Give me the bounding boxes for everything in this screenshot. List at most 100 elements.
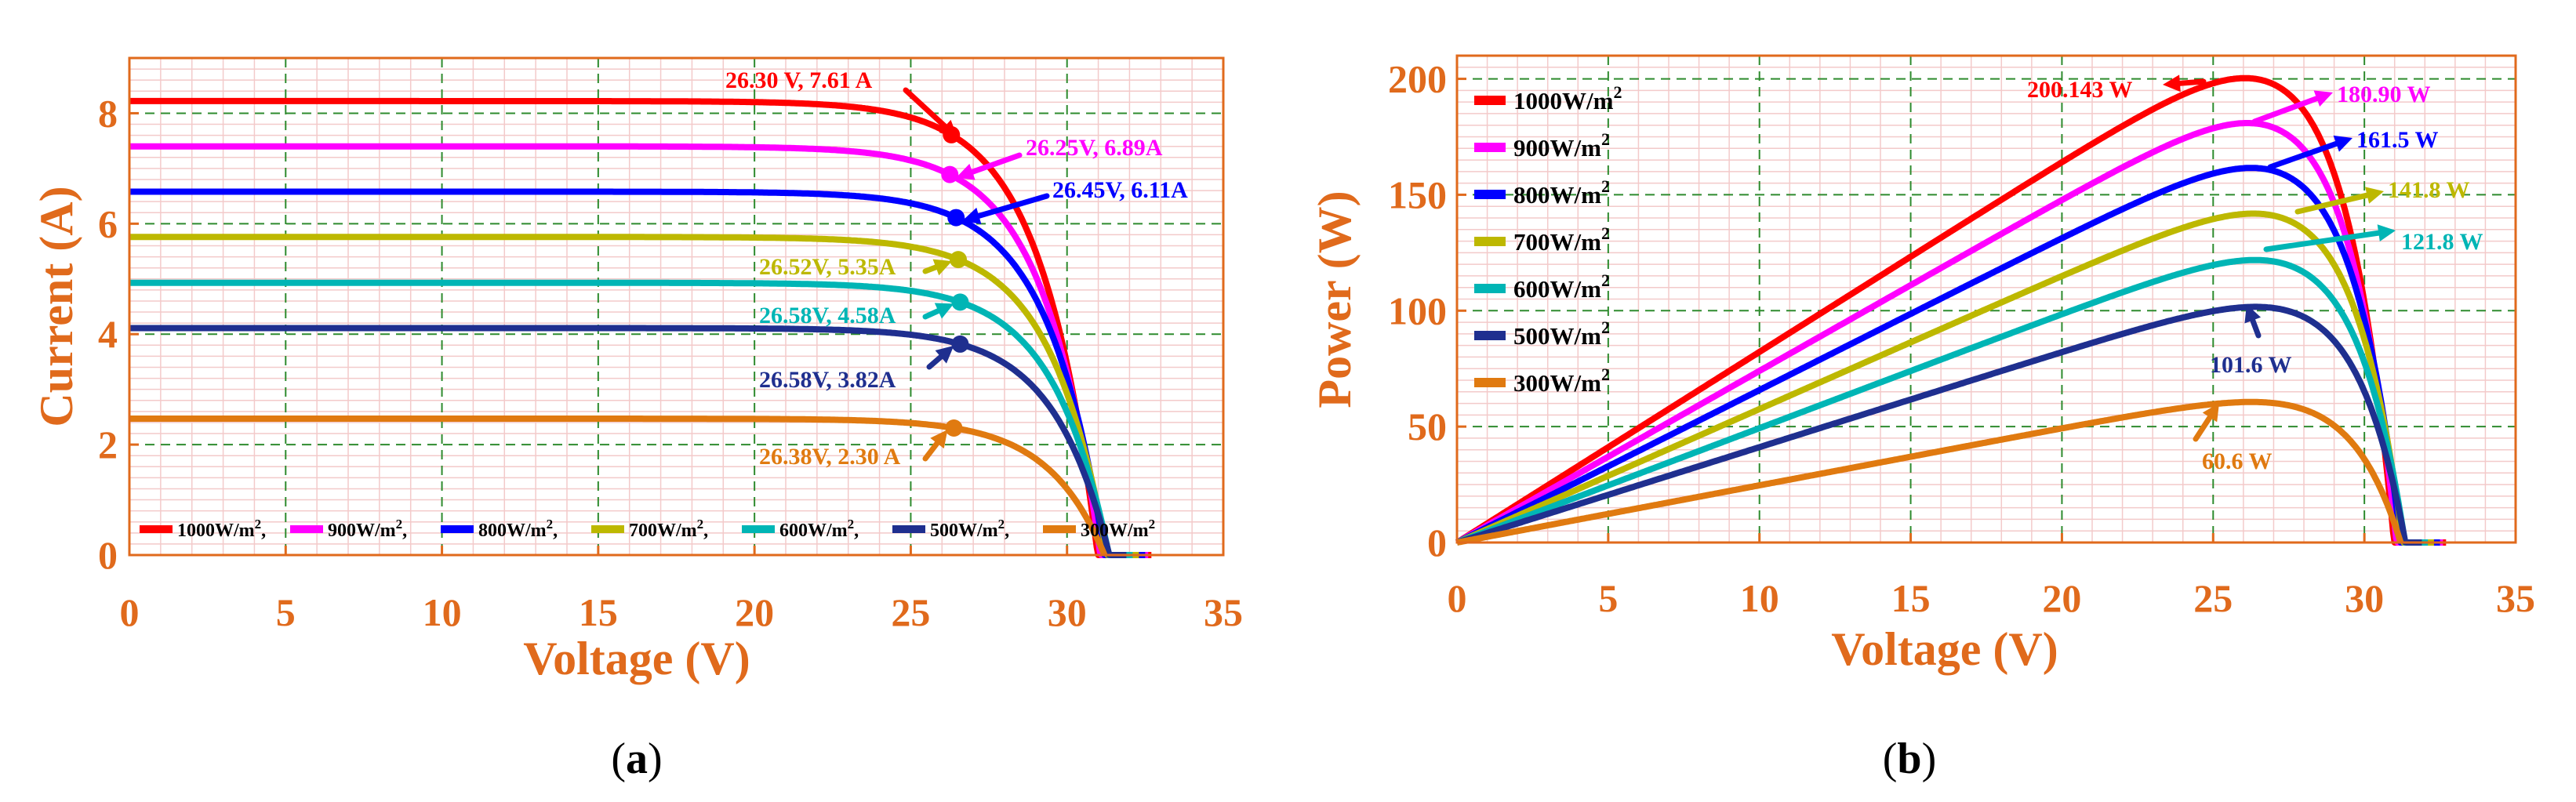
chart-a-legend-label: 800W/m2, [478, 517, 558, 541]
chart-b-series-4-arrow [2263, 224, 2396, 252]
chart-b-series-2-arrow [2267, 135, 2353, 170]
chart-b-x-tick-label: 0 [1448, 576, 1467, 620]
chart-a-series-3-line [128, 234, 1141, 558]
chart-a-series-4-arrow [922, 303, 954, 320]
chart-a-series-1-line [128, 143, 1150, 558]
chart-a-series-2-arrow [962, 193, 1050, 224]
chart-a-x-tick-label: 5 [276, 590, 296, 634]
chart-a-series-0-line [128, 97, 1154, 558]
chart-a-y-tick-label: 6 [98, 201, 118, 245]
chart-a-series-1-mpp-label: 26.25V, 6.89A [1026, 135, 1163, 161]
chart-b-y-tick-label: 100 [1388, 289, 1447, 332]
chart-b-x-tick-label: 25 [2193, 576, 2233, 620]
chart-a-legend-item: 900W/m2, [290, 517, 407, 541]
chart-a-frame [128, 56, 1225, 557]
chart-a-series-6-mpp-label: 26.38V, 2.30 A [759, 444, 901, 470]
chart-b-y-axis-label: Power (W) [1309, 191, 1361, 408]
chart-b-series-6-line [1455, 398, 2404, 546]
chart-b-series-1-pmax-label: 180.90 W [2337, 82, 2430, 107]
chart-a-series-3-mpp-label: 26.52V, 5.35A [759, 254, 896, 280]
chart-b-legend-item: 600W/m2 [1474, 270, 1610, 303]
chart-b-series-6-arrow [2193, 403, 2219, 442]
chart-b-x-axis-label: Voltage (V) [1831, 623, 2058, 675]
chart-a-legend-label: 300W/m2 [1081, 517, 1155, 541]
chart-b-legend-label: 300W/m2 [1513, 365, 1610, 397]
chart-b-legend-label: 1000W/m2 [1513, 82, 1622, 114]
chart-b-series-2-line [1455, 165, 2442, 546]
caption-a: (a) [611, 735, 662, 783]
chart-a-legend-label: 900W/m2, [328, 517, 407, 541]
chart-b-series-5-arrow [2244, 304, 2262, 339]
chart-a-y-tick-label: 4 [98, 312, 118, 356]
chart-a-series-5-arrow [926, 345, 954, 370]
chart-a-x-tick-label: 20 [735, 590, 774, 634]
chart-b-x-tick-label: 30 [2345, 576, 2384, 620]
chart-b-y-tick-label: 150 [1388, 172, 1447, 216]
chart-b-x-tick-label: 15 [1891, 576, 1931, 620]
chart-a-series-1-mpp-point [941, 165, 959, 183]
chart-a-series-6-arrow [922, 429, 948, 462]
chart-a-legend-label: 600W/m2, [779, 517, 859, 541]
chart-a-legend-item: 1000W/m2, [140, 517, 266, 541]
chart-a-legend-label: 700W/m2, [629, 517, 708, 541]
chart-b-legend-item: 500W/m2 [1474, 318, 1610, 350]
chart-a-y-tick-label: 2 [98, 423, 118, 466]
chart-b-series-1-arrow [2251, 90, 2333, 125]
chart-a-legend-item: 600W/m2, [742, 517, 859, 541]
chart-b-legend-label: 900W/m2 [1513, 129, 1610, 161]
chart-a-x-tick-label: 10 [423, 590, 462, 634]
chart-b-curves [1455, 74, 2448, 546]
chart-b-series-3-arrow [2294, 187, 2384, 215]
chart-a-series-5-mpp-label: 26.58V, 3.82A [759, 367, 896, 393]
chart-a-legend-item: 500W/m2, [892, 517, 1009, 541]
chart-a-y-axis-label: Current (A) [31, 186, 82, 426]
chart-a-x-tick-label: 30 [1048, 590, 1087, 634]
chart-b-series-5-pmax-label: 101.6 W [2210, 352, 2291, 378]
chart-a-x-tick-label: 15 [579, 590, 618, 634]
chart-a-x-tick-label: 0 [120, 590, 140, 634]
chart-b-legend-item: 900W/m2 [1474, 129, 1610, 161]
chart-b-series-0-arrow [2163, 74, 2207, 93]
chart-a-series-3-mpp-point [950, 251, 968, 269]
chart-b-legend-label: 600W/m2 [1513, 270, 1610, 303]
chart-b-series-4-pmax-label: 121.8 W [2401, 229, 2483, 255]
chart-b-x-tick-label: 10 [1740, 576, 1779, 620]
chart-b-y-tick-label: 0 [1427, 521, 1447, 564]
chart-a: 26.30 V, 7.61 A 26.25V, 6.89A 26.45V, 6.11… [31, 56, 1243, 684]
chart-b-series-0-pmax-label: 200.143 W [2027, 77, 2132, 103]
chart-a-x-tick-label: 25 [891, 590, 930, 634]
chart-b-y-tick-label: 200 [1388, 57, 1447, 101]
chart-a-x-tick-label: 35 [1204, 590, 1243, 634]
chart-b-legend-item: 700W/m2 [1474, 223, 1610, 256]
chart-a-series-6-mpp-point [945, 419, 963, 437]
chart-a-series-2-mpp-label: 26.45V, 6.11A [1052, 177, 1188, 203]
chart-a-legend-label: 500W/m2, [930, 517, 1009, 541]
chart-a-series-5-mpp-point [951, 335, 969, 353]
chart-b-series-3-pmax-label: 141.8 W [2388, 177, 2469, 203]
chart-b-series-4-line [1455, 256, 2430, 546]
chart-b: 200.143 W 180.90 W 161.5 W 141.8 W 121.8 W 10… [1309, 54, 2535, 675]
chart-b-legend-label: 800W/m2 [1513, 176, 1610, 209]
chart-a-series-4-mpp-point [951, 293, 969, 311]
chart-b-annotations: 200.143 W 180.90 W 161.5 W 141.8 W 121.8 W 10… [2027, 74, 2483, 474]
chart-a-legend-item: 700W/m2, [591, 517, 708, 541]
chart-a-y-tick-label: 0 [98, 533, 118, 577]
chart-b-series-2-pmax-label: 161.5 W [2356, 127, 2438, 153]
chart-b-legend-item: 1000W/m2 [1474, 82, 1622, 114]
chart-a-series-3-arrow [922, 259, 953, 276]
chart-b-series-5-line [1455, 303, 2424, 546]
chart-a-series-0-mpp-label: 26.30 V, 7.61 A [725, 67, 873, 93]
chart-b-series-1-line [1455, 120, 2445, 546]
chart-a-annotations: 26.30 V, 7.61 A 26.25V, 6.89A 26.45V, 6.11… [725, 67, 1188, 470]
chart-b-legend-item: 800W/m2 [1474, 176, 1610, 209]
chart-b-x-tick-label: 35 [2496, 576, 2535, 620]
chart-a-legend-item: 800W/m2, [441, 517, 558, 541]
caption-b: (b) [1883, 735, 1936, 783]
chart-a-y-tick-label: 8 [98, 91, 118, 135]
chart-a-legend: 1000W/m2, 900W/m2, 800W/m2, 700W/m2, 600W/m2… [140, 517, 1155, 541]
chart-a-series-1-arrow [956, 152, 1023, 180]
chart-a-series-0-arrow [903, 87, 958, 138]
chart-a-x-axis-label: Voltage (V) [523, 633, 750, 684]
chart-a-series-4-mpp-label: 26.58V, 4.58A [759, 303, 896, 328]
chart-a-series-2-line [128, 188, 1147, 558]
